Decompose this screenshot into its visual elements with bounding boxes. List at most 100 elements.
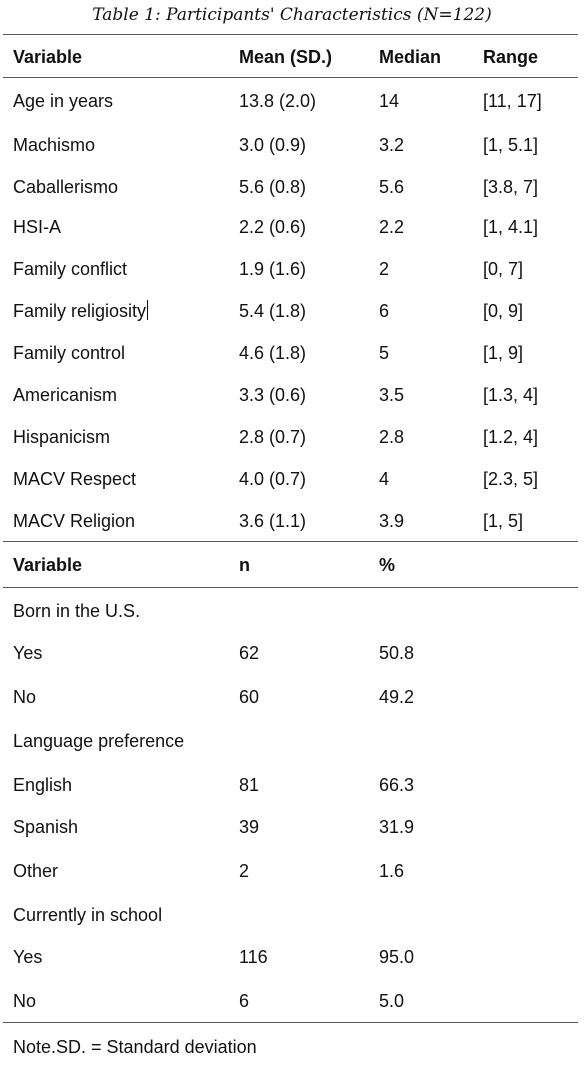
row-median: 5 — [379, 343, 390, 363]
table-row: No 60 49.2 — [0, 685, 586, 709]
table-header-continuous: Variable Mean (SD.) Median Range — [0, 45, 586, 69]
table-row: Americanism 3.3 (0.6) 3.5 [1.3, 4] — [0, 383, 586, 407]
row-label: Family religiosity — [13, 301, 147, 321]
row-n: 39 — [239, 817, 260, 837]
row-mean-sd: 2.8 (0.7) — [239, 427, 307, 447]
row-range: [1, 5.1] — [483, 135, 539, 155]
text-cursor — [147, 300, 149, 320]
table-caption: Table 1: Participants' Characteristics (… — [92, 5, 492, 25]
row-mean-sd: 2.2 (0.6) — [239, 217, 307, 237]
table-row: Other 2 1.6 — [0, 859, 586, 883]
bottom-rule — [3, 1022, 578, 1023]
row-n: 2 — [239, 861, 250, 881]
row-mean-sd: 4.0 (0.7) — [239, 469, 307, 489]
table-row: MACV Religion 3.6 (1.1) 3.9 [1, 5] — [0, 509, 586, 533]
row-label: MACV Religion — [13, 511, 136, 531]
table-row: Family religiosity 5.4 (1.8) 6 [0, 9] — [0, 299, 586, 323]
table-row: MACV Respect 4.0 (0.7) 4 [2.3, 5] — [0, 467, 586, 491]
header-n: n — [239, 555, 250, 575]
row-mean-sd: 13.8 (2.0) — [239, 91, 317, 111]
table-row: Family conflict 1.9 (1.6) 2 [0, 7] — [0, 257, 586, 281]
row-range: [1.3, 4] — [483, 385, 539, 405]
table-note: Note.SD. = Standard deviation — [0, 1035, 586, 1059]
group-label: Language preference — [13, 731, 185, 751]
row-n: 62 — [239, 643, 260, 663]
header-mean-sd: Mean (SD.) — [239, 47, 333, 67]
row-range: [0, 7] — [483, 259, 524, 279]
row-mean-sd: 5.4 (1.8) — [239, 301, 307, 321]
row-percent: 31.9 — [379, 817, 415, 837]
header-percent: % — [379, 555, 396, 575]
row-median: 2 — [379, 259, 390, 279]
header-range: Range — [483, 47, 539, 67]
row-label: Family conflict — [13, 259, 128, 279]
row-mean-sd: 4.6 (1.8) — [239, 343, 307, 363]
section-rule — [3, 541, 578, 542]
group-label: Born in the U.S. — [13, 601, 141, 621]
table-row: Age in years 13.8 (2.0) 14 [11, 17] — [0, 89, 586, 113]
row-range: [1, 5] — [483, 511, 524, 531]
table-row-group: Language preference — [0, 729, 586, 753]
row-median: 3.9 — [379, 511, 405, 531]
row-median: 4 — [379, 469, 390, 489]
row-label: Family control — [13, 343, 126, 363]
row-label-cell: Family religiosity — [13, 299, 149, 323]
row-n: 6 — [239, 991, 250, 1011]
header-rule — [3, 587, 578, 588]
row-percent: 49.2 — [379, 687, 415, 707]
row-label: Age in years — [13, 91, 114, 111]
group-label: Currently in school — [13, 905, 163, 925]
row-mean-sd: 1.9 (1.6) — [239, 259, 307, 279]
row-median: 2.8 — [379, 427, 405, 447]
row-range: [11, 17] — [483, 91, 542, 111]
row-range: [1.2, 4] — [483, 427, 539, 447]
table-row: Family control 4.6 (1.8) 5 [1, 9] — [0, 341, 586, 365]
row-label: Yes — [13, 643, 43, 663]
row-n: 60 — [239, 687, 260, 707]
row-median: 2.2 — [379, 217, 405, 237]
row-label: Caballerismo — [13, 177, 119, 197]
row-label: Yes — [13, 947, 43, 967]
note-text: Note.SD. = Standard deviation — [13, 1037, 257, 1057]
row-median: 5.6 — [379, 177, 405, 197]
row-label: No — [13, 991, 37, 1011]
table-row: English 81 66.3 — [0, 773, 586, 797]
row-mean-sd: 3.6 (1.1) — [239, 511, 307, 531]
row-label: Hispanicism — [13, 427, 111, 447]
row-n: 116 — [239, 947, 268, 967]
row-median: 3.5 — [379, 385, 405, 405]
row-percent: 5.0 — [379, 991, 405, 1011]
row-range: [1, 9] — [483, 343, 524, 363]
row-label: English — [13, 775, 73, 795]
header-variable: Variable — [13, 555, 83, 575]
row-percent: 1.6 — [379, 861, 405, 881]
row-label: MACV Respect — [13, 469, 137, 489]
row-range: [3.8, 7] — [483, 177, 539, 197]
row-median: 6 — [379, 301, 390, 321]
row-label: Americanism — [13, 385, 118, 405]
top-rule — [3, 34, 578, 35]
row-label: Spanish — [13, 817, 79, 837]
row-mean-sd: 3.3 (0.6) — [239, 385, 307, 405]
row-label: Machismo — [13, 135, 96, 155]
row-label: Other — [13, 861, 59, 881]
row-range: [2.3, 5] — [483, 469, 539, 489]
table-row: HSI-A 2.2 (0.6) 2.2 [1, 4.1] — [0, 215, 586, 239]
row-range: [0, 9] — [483, 301, 524, 321]
row-label: HSI-A — [13, 217, 62, 237]
row-percent: 95.0 — [379, 947, 415, 967]
header-median: Median — [379, 47, 442, 67]
table-row: Yes 116 95.0 — [0, 945, 586, 969]
table-row: Caballerismo 5.6 (0.8) 5.6 [3.8, 7] — [0, 175, 586, 199]
table-row: Machismo 3.0 (0.9) 3.2 [1, 5.1] — [0, 133, 586, 157]
table-row: Yes 62 50.8 — [0, 641, 586, 665]
row-n: 81 — [239, 775, 260, 795]
header-variable: Variable — [13, 47, 83, 67]
row-range: [1, 4.1] — [483, 217, 539, 237]
row-mean-sd: 5.6 (0.8) — [239, 177, 307, 197]
row-mean-sd: 3.0 (0.9) — [239, 135, 307, 155]
table-row-group: Born in the U.S. — [0, 599, 586, 623]
row-label: No — [13, 687, 37, 707]
table-row: Spanish 39 31.9 — [0, 815, 586, 839]
row-median: 14 — [379, 91, 400, 111]
